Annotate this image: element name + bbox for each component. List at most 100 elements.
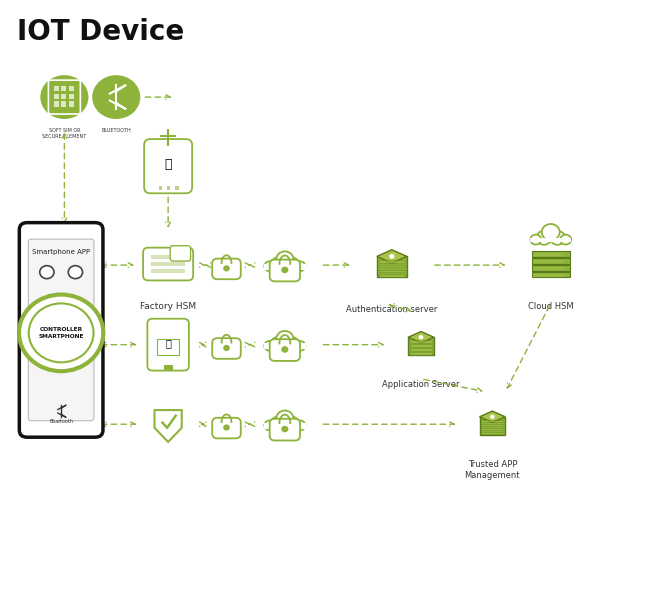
Polygon shape (408, 331, 434, 343)
Bar (167, 186, 171, 190)
Bar (159, 186, 162, 190)
Bar (158, 339, 179, 355)
FancyBboxPatch shape (408, 337, 434, 355)
Polygon shape (377, 250, 407, 263)
Bar (264, 264, 305, 270)
Circle shape (224, 346, 229, 350)
Circle shape (530, 234, 541, 245)
Circle shape (264, 341, 275, 351)
Text: SOFT SIM OR
SECURE ELEMENT: SOFT SIM OR SECURE ELEMENT (43, 128, 86, 139)
FancyBboxPatch shape (213, 338, 241, 359)
Circle shape (560, 234, 571, 245)
Bar (379, 260, 405, 263)
Circle shape (390, 255, 394, 258)
Circle shape (40, 266, 54, 278)
Circle shape (282, 347, 288, 352)
Circle shape (224, 425, 229, 430)
Bar (264, 343, 305, 349)
Circle shape (29, 303, 94, 362)
Bar (481, 424, 503, 426)
FancyBboxPatch shape (269, 339, 300, 361)
Text: Bluetooth: Bluetooth (49, 419, 73, 424)
Text: 🔑: 🔑 (164, 158, 172, 171)
Circle shape (294, 261, 305, 271)
Bar (530, 238, 571, 242)
Circle shape (93, 76, 139, 118)
Bar (151, 262, 185, 266)
Bar (410, 349, 432, 350)
Circle shape (41, 76, 88, 118)
FancyBboxPatch shape (213, 259, 241, 279)
Bar (533, 267, 563, 270)
Circle shape (550, 231, 565, 245)
Bar (61, 93, 67, 99)
Text: Smartphone APP: Smartphone APP (32, 249, 90, 255)
Bar (164, 365, 172, 369)
Text: BLUETOOTH: BLUETOOTH (101, 128, 131, 133)
Circle shape (284, 337, 299, 350)
Bar (532, 251, 570, 256)
FancyBboxPatch shape (479, 417, 505, 435)
Bar (379, 274, 405, 277)
Text: Trusted APP
Management: Trusted APP Management (464, 459, 520, 480)
Bar (532, 258, 570, 264)
Circle shape (271, 416, 286, 430)
Circle shape (282, 427, 288, 431)
Bar (264, 423, 305, 429)
Text: IOT Device: IOT Device (17, 17, 184, 45)
Circle shape (282, 267, 288, 273)
FancyBboxPatch shape (20, 223, 103, 437)
Circle shape (264, 421, 275, 430)
Bar (61, 86, 67, 91)
Circle shape (536, 231, 551, 245)
Circle shape (542, 224, 560, 240)
FancyBboxPatch shape (269, 419, 300, 440)
Circle shape (271, 257, 286, 271)
Text: Application Server: Application Server (383, 380, 460, 389)
Bar (532, 265, 570, 271)
Bar (379, 270, 405, 272)
Circle shape (294, 421, 305, 430)
Bar (175, 186, 179, 190)
Circle shape (419, 336, 422, 339)
Bar (69, 93, 74, 99)
Circle shape (19, 295, 103, 371)
FancyBboxPatch shape (144, 139, 192, 193)
FancyBboxPatch shape (269, 259, 300, 281)
Bar (379, 265, 405, 267)
Bar (481, 428, 503, 430)
Text: Cloud HSM: Cloud HSM (528, 302, 574, 311)
Text: Authentication server: Authentication server (346, 305, 438, 314)
Circle shape (276, 252, 294, 267)
Polygon shape (154, 410, 182, 442)
Circle shape (284, 257, 299, 271)
Polygon shape (479, 411, 505, 422)
Text: CONTROLLER
SMARTPHONE: CONTROLLER SMARTPHONE (39, 327, 84, 339)
FancyBboxPatch shape (28, 239, 94, 421)
Bar (151, 269, 185, 273)
FancyBboxPatch shape (377, 256, 407, 277)
Text: 🔑: 🔑 (165, 338, 171, 348)
Text: Factory HSM: Factory HSM (140, 302, 196, 311)
Circle shape (68, 266, 82, 278)
Bar (533, 260, 563, 263)
Bar (532, 272, 570, 277)
Bar (54, 93, 59, 99)
Circle shape (276, 331, 294, 346)
Bar (69, 101, 74, 107)
Bar (481, 432, 503, 434)
Circle shape (264, 261, 275, 271)
FancyBboxPatch shape (147, 319, 189, 371)
Bar (533, 253, 563, 256)
Bar (69, 86, 74, 91)
Circle shape (490, 415, 494, 418)
FancyBboxPatch shape (143, 248, 193, 280)
Bar (410, 345, 432, 347)
Bar (410, 352, 432, 355)
Circle shape (284, 416, 299, 430)
Circle shape (224, 266, 229, 271)
FancyBboxPatch shape (170, 246, 190, 261)
Bar (61, 101, 67, 107)
Bar (151, 255, 185, 259)
Bar (481, 420, 503, 422)
